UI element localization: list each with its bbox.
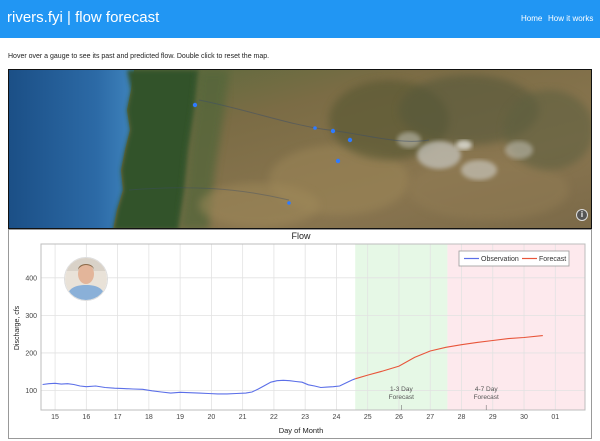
- satellite-map[interactable]: i: [8, 69, 592, 229]
- legend-label-forecast: Forecast: [539, 256, 566, 263]
- x-tick-label: 16: [82, 414, 90, 421]
- navbar: rivers.fyi | flow forecast Home How it w…: [0, 0, 600, 38]
- x-tick-label: 01: [551, 414, 559, 421]
- nav-link-home[interactable]: Home: [521, 14, 543, 23]
- gauge-marker: [287, 201, 291, 205]
- brand-title[interactable]: rivers.fyi | flow forecast: [7, 9, 160, 26]
- legend-label-observation: Observation: [481, 256, 519, 263]
- x-tick-label: 22: [270, 414, 278, 421]
- forecast-region-2: [447, 244, 585, 410]
- avatar: [64, 257, 108, 301]
- info-icon[interactable]: i: [576, 209, 588, 221]
- gauge-marker: [330, 128, 336, 134]
- chart-title: Flow: [291, 231, 311, 241]
- gauge-markers: [192, 102, 353, 205]
- x-tick-label: 18: [145, 414, 153, 421]
- x-tick-label: 19: [176, 414, 184, 421]
- forecast-region-1: [355, 244, 448, 410]
- x-tick-label: 30: [520, 414, 528, 421]
- x-tick-label: 28: [458, 414, 466, 421]
- series-line-observation: [42, 378, 356, 395]
- y-tick-label: 100: [25, 388, 37, 395]
- gauge-marker: [347, 137, 353, 143]
- x-tick-label: 20: [207, 414, 215, 421]
- legend: Observation Forecast: [458, 250, 570, 267]
- x-tick-label: 29: [489, 414, 497, 421]
- x-tick-label: 26: [395, 414, 403, 421]
- map-terrain: [9, 70, 591, 228]
- plot-frame: [40, 243, 586, 411]
- x-tick-label: 23: [301, 414, 309, 421]
- x-tick-label: 17: [114, 414, 122, 421]
- nav-link-how-it-works[interactable]: How it works: [548, 14, 594, 23]
- x-tick-label: 21: [239, 414, 247, 421]
- x-tick-label: 24: [333, 414, 341, 421]
- region-label-2: Forecast: [474, 394, 499, 401]
- gauge-marker: [313, 126, 317, 130]
- region-label-2: 4-7 Day: [475, 386, 499, 393]
- y-tick-label: 400: [25, 275, 37, 282]
- x-tick-label: 27: [426, 414, 434, 421]
- gauge-marker: [192, 102, 198, 108]
- y-tick-label: 300: [25, 313, 37, 320]
- flow-chart-svg: Flow Discharge, cfs Day of Month 100 200 3…: [14, 231, 586, 435]
- x-tick-label: 25: [364, 414, 372, 421]
- series-line-forecast: [355, 335, 543, 380]
- instructions-text: Hover over a gauge to see its past and p…: [8, 53, 270, 60]
- region-label-1: Forecast: [389, 394, 414, 401]
- gauge-marker: [335, 158, 341, 164]
- y-axis-label: Discharge, cfs: [14, 305, 21, 350]
- y-tick-label: 200: [25, 350, 37, 357]
- x-axis-label: Day of Month: [279, 426, 324, 435]
- region-label-1: 1-3 Day: [390, 386, 414, 393]
- x-tick-label: 15: [51, 414, 59, 421]
- flow-chart: Flow Discharge, cfs Day of Month 100 200 3…: [8, 229, 592, 439]
